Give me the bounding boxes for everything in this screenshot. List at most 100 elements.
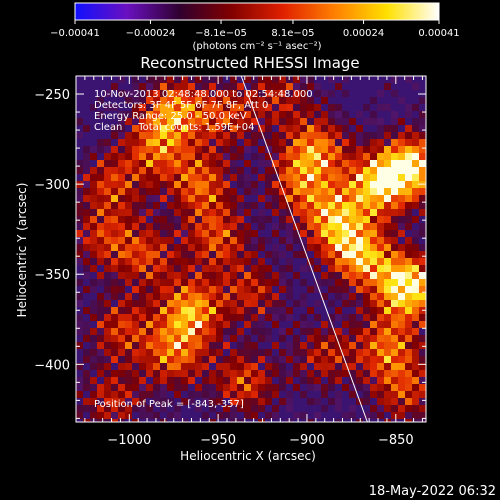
heatmap-cell xyxy=(377,251,384,258)
heatmap-cell xyxy=(230,321,237,328)
heatmap-cell xyxy=(139,216,146,223)
heatmap-cell xyxy=(314,265,321,272)
heatmap-cell xyxy=(174,349,181,356)
heatmap-cell xyxy=(153,202,160,209)
heatmap-cell xyxy=(265,104,272,111)
heatmap-cell xyxy=(244,132,251,139)
heatmap-cell xyxy=(160,223,167,230)
heatmap-cell xyxy=(237,335,244,342)
heatmap-cell xyxy=(356,335,363,342)
heatmap-cell xyxy=(356,349,363,356)
heatmap-cell xyxy=(132,181,139,188)
heatmap-cell xyxy=(195,97,202,104)
heatmap-cell xyxy=(90,349,97,356)
heatmap-cell xyxy=(370,356,377,363)
heatmap-cell xyxy=(188,314,195,321)
heatmap-cell xyxy=(398,300,405,307)
heatmap-cell xyxy=(342,286,349,293)
heatmap-cell xyxy=(132,398,139,405)
heatmap-cell xyxy=(342,314,349,321)
heatmap-cell xyxy=(272,307,279,314)
heatmap-cell xyxy=(321,223,328,230)
heatmap-cell xyxy=(286,104,293,111)
heatmap-cell xyxy=(167,216,174,223)
heatmap-cell xyxy=(174,188,181,195)
heatmap-cell xyxy=(391,293,398,300)
heatmap-cell xyxy=(111,160,118,167)
heatmap-cell xyxy=(188,300,195,307)
heatmap-cell xyxy=(279,195,286,202)
heatmap-cell xyxy=(104,307,111,314)
heatmap-cell xyxy=(167,76,174,83)
heatmap-cell xyxy=(377,195,384,202)
heatmap-cell xyxy=(391,356,398,363)
heatmap-cell xyxy=(139,202,146,209)
heatmap-cell xyxy=(419,146,426,153)
heatmap-cell xyxy=(216,335,223,342)
heatmap-cell xyxy=(146,356,153,363)
heatmap-cell xyxy=(188,377,195,384)
heatmap-cell xyxy=(377,237,384,244)
heatmap-cell xyxy=(209,328,216,335)
heatmap-cell xyxy=(195,293,202,300)
heatmap-cell xyxy=(216,223,223,230)
heatmap-cell xyxy=(377,398,384,405)
heatmap-cell xyxy=(356,272,363,279)
heatmap-cell xyxy=(307,160,314,167)
heatmap-cell xyxy=(202,314,209,321)
heatmap-cell xyxy=(342,258,349,265)
heatmap-cell xyxy=(223,335,230,342)
heatmap-cell xyxy=(139,111,146,118)
heatmap-cell xyxy=(111,398,118,405)
heatmap-cell xyxy=(391,90,398,97)
heatmap-cell xyxy=(125,307,132,314)
heatmap-cell xyxy=(419,209,426,216)
heatmap-cell xyxy=(132,216,139,223)
heatmap-cell xyxy=(216,279,223,286)
heatmap-cell xyxy=(251,328,258,335)
heatmap-cell xyxy=(139,244,146,251)
heatmap-cell xyxy=(118,174,125,181)
heatmap-cell xyxy=(174,412,181,419)
heatmap-cell xyxy=(195,230,202,237)
heatmap-cell xyxy=(146,412,153,419)
heatmap-cell xyxy=(349,167,356,174)
heatmap-cell xyxy=(111,279,118,286)
heatmap-cell xyxy=(279,356,286,363)
heatmap-cell xyxy=(167,384,174,391)
heatmap-cell xyxy=(272,244,279,251)
heatmap-cell xyxy=(153,83,160,90)
heatmap-cell xyxy=(139,265,146,272)
heatmap-cell xyxy=(237,202,244,209)
heatmap-cell xyxy=(118,314,125,321)
heatmap-cell xyxy=(384,321,391,328)
heatmap-cell xyxy=(279,188,286,195)
heatmap-cell xyxy=(160,286,167,293)
heatmap-cell xyxy=(118,370,125,377)
heatmap-cell xyxy=(342,384,349,391)
heatmap-cell xyxy=(104,195,111,202)
heatmap-cell xyxy=(202,321,209,328)
heatmap-cell xyxy=(356,244,363,251)
heatmap-cell xyxy=(307,321,314,328)
heatmap-cell xyxy=(97,398,104,405)
heatmap-cell xyxy=(384,188,391,195)
heatmap-cell xyxy=(349,363,356,370)
heatmap-cell xyxy=(335,279,342,286)
heatmap-cell xyxy=(223,370,230,377)
heatmap-cell xyxy=(286,153,293,160)
heatmap-cell xyxy=(146,384,153,391)
heatmap-cell xyxy=(258,300,265,307)
heatmap-cell xyxy=(195,251,202,258)
heatmap-cell xyxy=(174,83,181,90)
heatmap-cell xyxy=(90,181,97,188)
heatmap-cell xyxy=(384,279,391,286)
heatmap-cell xyxy=(202,258,209,265)
heatmap-cell xyxy=(118,223,125,230)
heatmap-cell xyxy=(132,370,139,377)
heatmap-cell xyxy=(342,174,349,181)
heatmap-cell xyxy=(195,321,202,328)
heatmap-cell xyxy=(97,258,104,265)
heatmap-cell xyxy=(174,377,181,384)
heatmap-cell xyxy=(412,83,419,90)
